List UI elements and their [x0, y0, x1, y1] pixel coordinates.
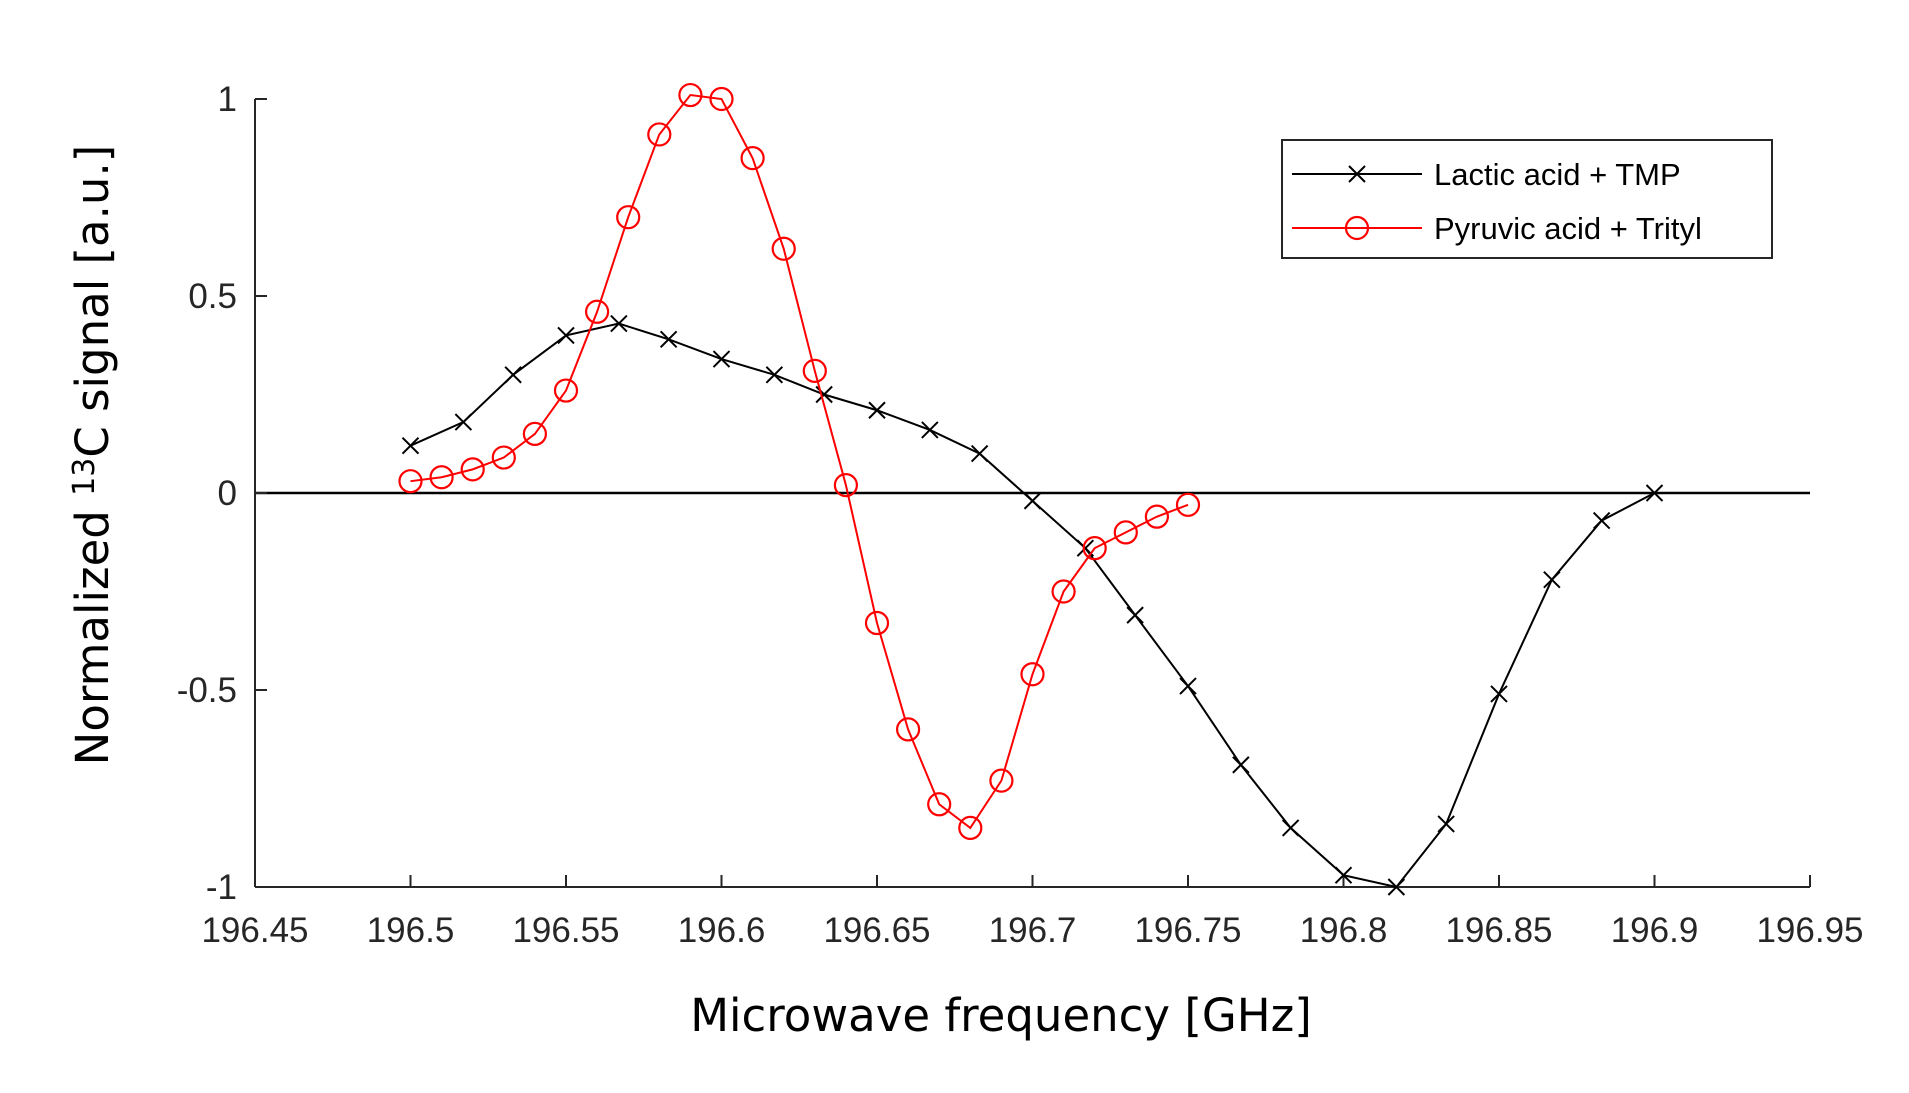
- legend-circle-marker: [1344, 215, 1370, 241]
- data-point-circle-marker: [927, 792, 952, 817]
- data-point-x-marker: [712, 350, 731, 368]
- y-tick-label: 0: [218, 474, 237, 513]
- data-point-x-marker: [504, 366, 522, 384]
- data-point-circle-marker: [864, 610, 890, 636]
- data-point-x-marker: [557, 326, 575, 345]
- data-point-x-marker: [401, 437, 420, 455]
- data-point-x-marker: [1592, 511, 1611, 530]
- data-point-x-marker: [970, 444, 989, 463]
- data-point-circle-marker: [460, 457, 485, 482]
- series-lactic-acid-tmp: [401, 314, 1664, 896]
- series-group: [398, 82, 1664, 896]
- data-point-circle-marker: [895, 717, 921, 742]
- y-tick-label: 1: [218, 80, 237, 119]
- data-point-x-marker: [1437, 815, 1455, 833]
- x-tick-label: 196.45: [201, 911, 308, 950]
- data-point-x-marker: [1387, 878, 1406, 896]
- data-point-x-marker: [454, 413, 473, 431]
- data-point-x-marker: [1645, 484, 1664, 502]
- data-point-circle-marker: [398, 469, 423, 494]
- series-line: [410, 93, 1189, 830]
- data-point-x-marker: [1490, 685, 1508, 703]
- data-point-circle-marker: [553, 378, 579, 403]
- data-point-x-marker: [1179, 677, 1197, 695]
- x-tick-label: 196.5: [367, 911, 455, 950]
- data-point-x-marker: [1126, 606, 1144, 624]
- data-point-circle-marker: [1082, 536, 1107, 561]
- data-point-x-marker: [815, 385, 833, 404]
- data-point-circle-marker: [1144, 504, 1170, 529]
- data-point-circle-marker: [1175, 492, 1201, 517]
- y-tick-label: -0.5: [177, 671, 237, 710]
- legend-label: Pyruvic acid + Trityl: [1434, 211, 1702, 246]
- data-point-x-marker: [1543, 570, 1561, 589]
- legend: Lactic acid + TMP Pyruvic acid + Trityl: [1281, 139, 1773, 259]
- series-line: [410, 322, 1655, 889]
- data-point-circle-marker: [647, 122, 672, 147]
- data-point-x-marker: [868, 401, 886, 419]
- data-point-x-marker: [1334, 866, 1353, 884]
- data-point-circle-marker: [740, 146, 765, 171]
- x-tick-label: 196.6: [678, 911, 766, 950]
- series-pyruvic-acid-trityl: [398, 82, 1201, 841]
- x-tick-label: 196.9: [1611, 911, 1699, 950]
- y-tick-label: -1: [206, 868, 237, 907]
- data-point-circle-marker: [1051, 579, 1076, 604]
- data-point-circle-marker: [802, 358, 827, 383]
- data-point-x-marker: [765, 366, 784, 384]
- data-point-x-marker: [1281, 819, 1300, 837]
- data-point-x-marker: [659, 330, 678, 349]
- data-point-circle-marker: [958, 815, 983, 841]
- y-tick-label: 0.5: [188, 277, 237, 316]
- y-axis-title: Normalized 13C signal [a.u.]: [66, 145, 119, 766]
- data-point-circle-marker: [491, 445, 516, 470]
- data-point-circle-marker: [429, 465, 454, 490]
- y-axis-title-suffix: C signal [a.u.]: [66, 145, 119, 458]
- data-point-circle-marker: [1113, 520, 1138, 545]
- legend-box: [1281, 139, 1773, 259]
- x-tick-label: 196.55: [512, 911, 619, 950]
- data-point-circle-marker: [1020, 662, 1045, 687]
- x-tick-label: 196.7: [989, 911, 1077, 950]
- y-axis-title-superscript: 13: [67, 458, 102, 496]
- data-point-circle-marker: [989, 768, 1014, 793]
- x-tick-label: 196.65: [823, 911, 930, 950]
- data-point-circle-marker: [709, 86, 734, 112]
- data-point-circle-marker: [522, 421, 548, 446]
- data-point-x-marker: [1023, 492, 1042, 510]
- x-tick-label: 196.85: [1445, 911, 1552, 950]
- data-point-x-marker: [921, 421, 939, 439]
- y-axis-title-prefix: Normalized: [66, 496, 119, 766]
- data-point-circle-marker: [678, 82, 703, 108]
- data-point-circle-marker: [616, 205, 641, 230]
- x-axis-title: Microwave frequency [GHz]: [690, 989, 1312, 1042]
- data-point-circle-marker: [584, 299, 610, 324]
- data-point-circle-marker: [771, 236, 796, 261]
- x-tick-label: 196.75: [1134, 911, 1241, 950]
- axis-ticks: 196.45 196.5 196.55 196.6 196.65 196.7 196.75 1…: [177, 80, 1864, 950]
- x-tick-label: 196.8: [1300, 911, 1388, 950]
- data-point-x-marker: [610, 314, 628, 333]
- data-point-x-marker: [1232, 756, 1250, 774]
- legend-x-marker: [1348, 165, 1366, 183]
- legend-label: Lactic acid + TMP: [1434, 157, 1681, 192]
- data-point-circle-marker: [833, 473, 859, 498]
- x-tick-label: 196.95: [1756, 911, 1863, 950]
